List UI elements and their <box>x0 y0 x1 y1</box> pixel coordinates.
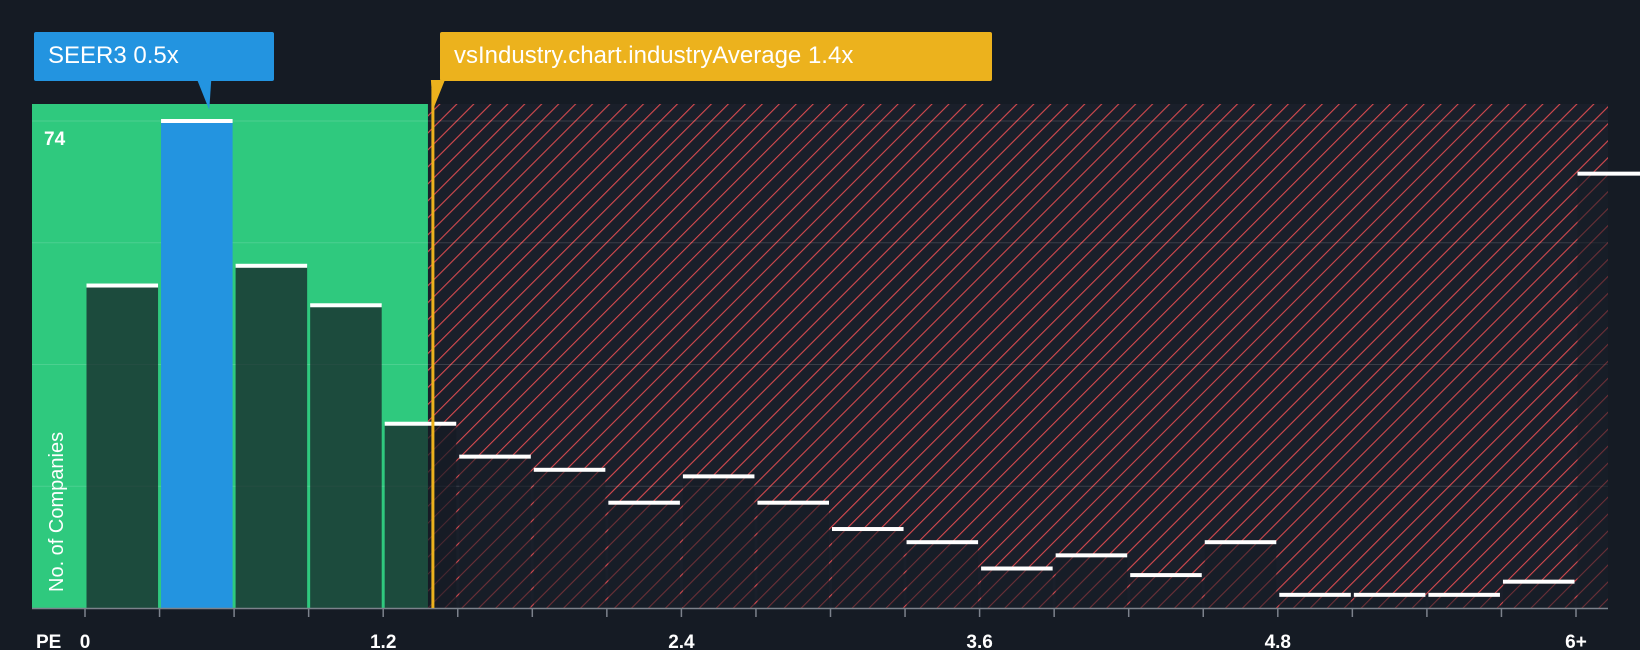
histogram-bar <box>235 265 308 608</box>
histogram-bar <box>1204 542 1277 608</box>
histogram-bar-cap <box>608 500 680 505</box>
x-tick-label: 3.6 <box>966 632 992 650</box>
histogram-bar <box>1279 594 1351 608</box>
x-tick-label: 2.4 <box>668 632 695 650</box>
histogram-bar-cap <box>1055 553 1128 558</box>
histogram-bar <box>682 476 755 608</box>
histogram-bar <box>459 456 531 608</box>
histogram-bar-cap <box>1577 171 1640 176</box>
industry-average-callout: vsIndustry.chart.industryAverage 1.4x <box>440 32 992 81</box>
histogram-bar <box>1353 594 1426 608</box>
x-tick-label: 6+ <box>1565 632 1587 650</box>
industry-average-label: vsIndustry.chart.industryAverage <box>454 42 802 69</box>
histogram-bar-cap <box>1204 540 1277 545</box>
histogram-bar-cap <box>1428 592 1500 597</box>
histogram-bar-cap <box>310 303 382 308</box>
histogram-bar <box>384 423 457 608</box>
histogram-bar <box>86 285 159 608</box>
histogram-bar-cap <box>235 263 308 268</box>
histogram-bar <box>832 529 904 608</box>
histogram-bar <box>1055 555 1128 608</box>
y-axis-max-label: 74 <box>44 129 66 150</box>
histogram-bar <box>310 305 382 608</box>
industry-callout-pointer <box>430 80 445 110</box>
histogram-bar-cap <box>384 421 457 426</box>
histogram-bar <box>608 502 680 608</box>
histogram-bar-cap <box>1353 592 1426 597</box>
histogram-bar-cap <box>1130 573 1202 578</box>
histogram-bar-cap <box>459 454 531 459</box>
histogram-bar-cap <box>1279 592 1351 597</box>
company-pe-value: 0.5x <box>133 42 179 69</box>
histogram-bar-cap <box>906 540 979 545</box>
histogram-bar-cap <box>682 474 755 479</box>
histogram-bar <box>1577 173 1640 608</box>
company-ticker: SEER3 <box>48 42 127 69</box>
histogram-bar <box>757 502 829 608</box>
y-axis-title: No. of Companies <box>46 432 68 592</box>
company-callout-pointer <box>197 80 212 110</box>
industry-average-value: 1.4x <box>807 42 854 69</box>
histogram-bar <box>1502 581 1575 608</box>
company-callout: SEER3 0.5x <box>34 32 274 81</box>
histogram-bar <box>1130 575 1202 608</box>
x-tick-label: 0 <box>80 632 91 650</box>
histogram-bar-cap <box>832 527 904 532</box>
histogram-bar <box>533 469 606 608</box>
x-axis-title: PE <box>36 632 61 650</box>
histogram-bar-cap <box>533 467 606 472</box>
histogram-bar <box>906 542 979 608</box>
x-tick-label: 1.2 <box>370 632 396 650</box>
histogram-bar-cap <box>981 566 1053 571</box>
histogram-bar <box>1428 594 1500 608</box>
histogram-bar <box>981 568 1053 608</box>
histogram-bar-cap <box>86 283 159 288</box>
histogram-bar-cap <box>1502 579 1575 584</box>
histogram-bar-cap <box>757 500 829 505</box>
histogram-bar <box>161 121 233 608</box>
histogram-bar-cap <box>161 119 233 123</box>
x-tick-label: 4.8 <box>1265 632 1291 650</box>
